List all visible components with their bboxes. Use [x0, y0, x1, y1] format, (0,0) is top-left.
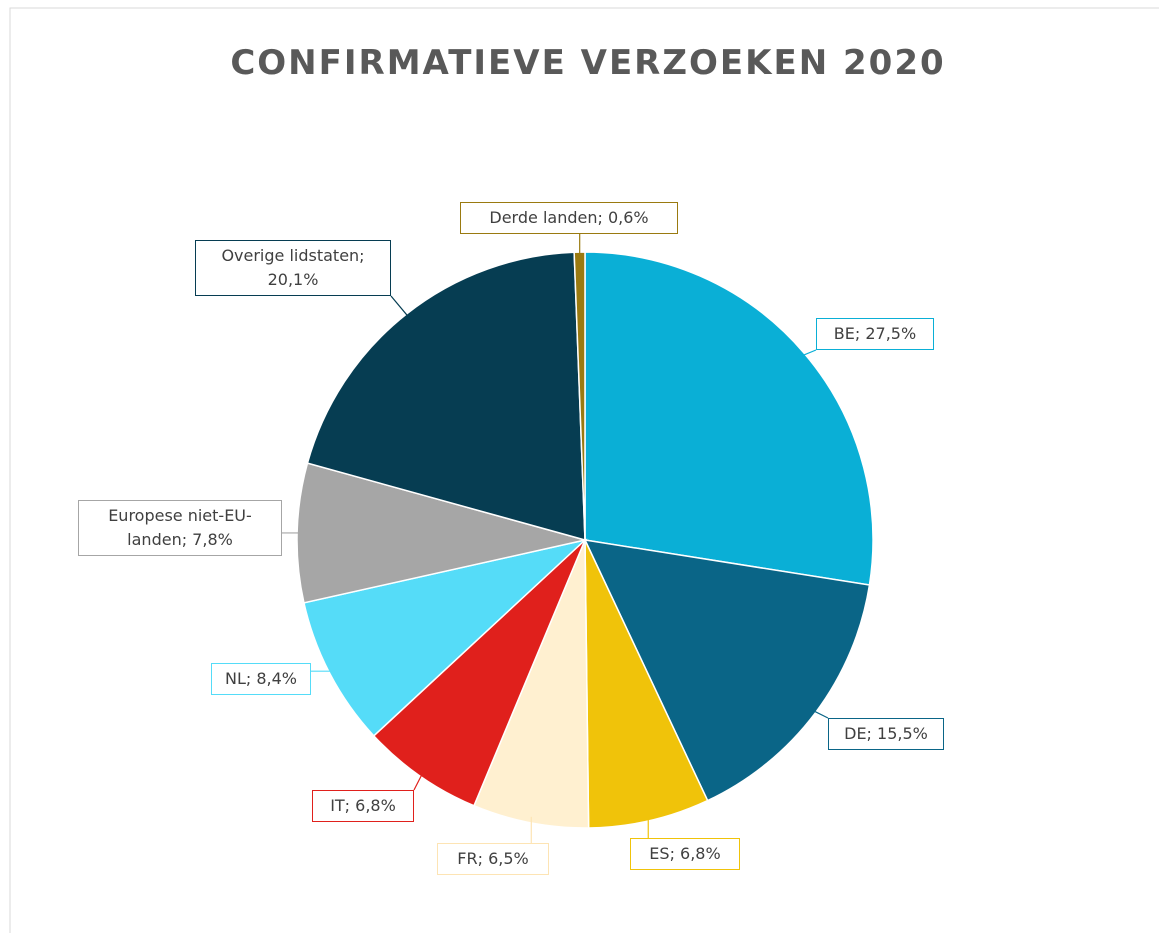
pie-slice	[584, 539, 709, 829]
leader-line	[390, 295, 411, 320]
pie-slice	[584, 251, 874, 586]
leader-line	[413, 770, 425, 791]
data-label: Europese niet-EU-landen; 7,8%	[78, 500, 282, 556]
pie-slice	[372, 539, 586, 807]
pie-slice	[303, 538, 588, 737]
data-label: Overige lidstaten; 20,1%	[195, 240, 391, 296]
data-label: NL; 8,4%	[211, 663, 311, 695]
leader-line	[810, 708, 829, 719]
data-label: Derde landen; 0,6%	[460, 202, 678, 234]
pie-slice	[472, 539, 590, 829]
data-label: IT; 6,8%	[312, 790, 414, 822]
data-label: ES; 6,8%	[630, 838, 740, 870]
chart-frame	[9, 7, 1159, 933]
data-label: FR; 6,5%	[437, 843, 549, 875]
leader-line	[799, 349, 817, 358]
pie-slice	[583, 539, 871, 802]
chart-title: CONFIRMATIEVE VERZOEKEN 2020	[230, 43, 945, 83]
data-label: DE; 15,5%	[828, 718, 944, 750]
data-label: BE; 27,5%	[816, 318, 934, 350]
